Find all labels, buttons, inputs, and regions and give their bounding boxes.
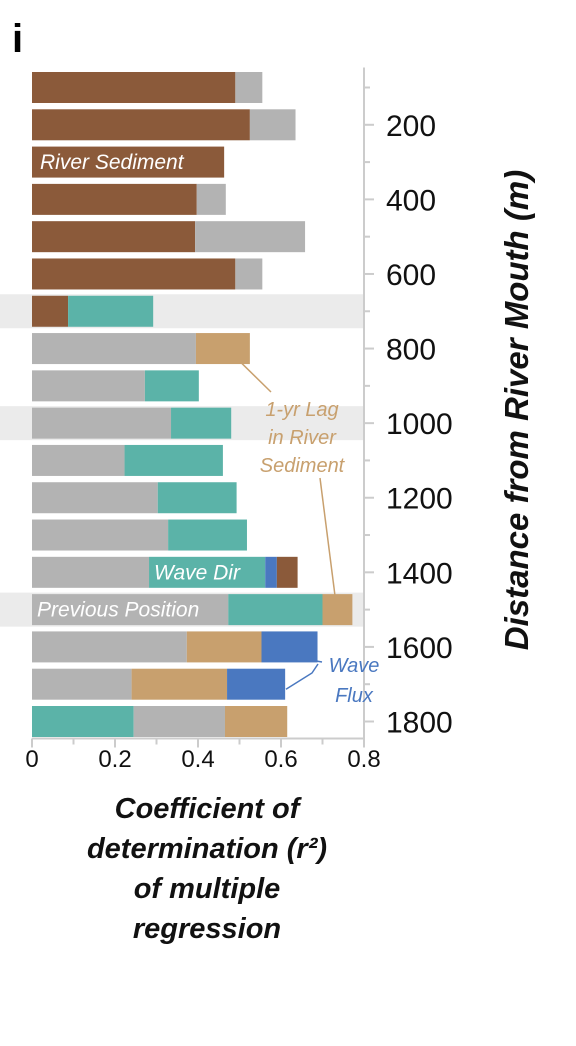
bar-segment-wave-flux [227, 668, 286, 700]
bar-segment-wave-dir [228, 594, 323, 626]
x-tick-label: 0.2 [98, 746, 131, 773]
x-tick-label: 0 [25, 746, 38, 773]
bar-segment-previous-position [32, 631, 187, 663]
bar-segment-previous-position [196, 183, 226, 215]
bar-segment-river-sediment [32, 183, 197, 215]
bar-segment-wave-dir [149, 556, 266, 588]
bar-segment-1-yr-lag-in-river-sediment [195, 333, 250, 365]
bar-segment-river-sediment [32, 72, 236, 103]
bar-400 [32, 183, 226, 215]
bar-segment-wave-dir [168, 519, 247, 551]
bar-segment-1-yr-lag-in-river-sediment [131, 668, 228, 700]
bar-segment-wave-dir [157, 482, 237, 514]
y-axis-title-group: Distance from River Mouth (m) [498, 170, 535, 650]
bar-segment-previous-position [32, 333, 196, 365]
wave-flux-leader-line-2 [285, 663, 319, 690]
x-tick-label: 0.6 [264, 746, 297, 773]
bar-segment-previous-position [32, 482, 158, 514]
bar-segment-wave-flux [265, 556, 277, 588]
bar-1800 [32, 706, 288, 737]
lag-leader-line-2 [319, 477, 336, 596]
bar-segment-1-yr-lag-in-river-sediment [322, 594, 353, 626]
y-tick-label: 1000 [386, 408, 453, 441]
bar-1000 [32, 407, 232, 439]
y-tick-label: 1400 [386, 557, 453, 590]
bar-segment-previous-position [235, 258, 263, 290]
bar-segment-1-yr-lag-in-river-sediment [224, 706, 288, 737]
bar-segment-previous-position [249, 109, 296, 141]
bar-segment-wave-dir [124, 444, 223, 476]
bar-1700 [32, 668, 286, 700]
annotation-wave-flux: Wave Flux [329, 655, 380, 707]
bar-segment-previous-position [32, 519, 169, 551]
bar-segment-previous-position [32, 668, 132, 700]
annotation-wave-dir: Wave Dir [154, 561, 241, 584]
annotation-previous-position: Previous Position [37, 599, 199, 622]
bar-segment-previous-position [133, 706, 225, 737]
bar-segment-wave-dir [144, 370, 199, 402]
y-tick-label: 1600 [386, 632, 453, 665]
y-axis-title: Distance from River Mouth (m) [498, 170, 535, 650]
bar-segment-previous-position [32, 594, 229, 626]
bar-segment-previous-position [32, 407, 172, 439]
y-tick-label: 200 [386, 110, 436, 143]
panel-label: i [12, 17, 23, 61]
bar-segment-river-sediment [32, 258, 236, 290]
bar-segment-previous-position [32, 444, 125, 476]
bar-segment-wave-flux [261, 631, 318, 663]
bar-700 [32, 295, 154, 327]
bar-segment-previous-position [32, 370, 145, 402]
lag-leader-line-1 [240, 362, 272, 393]
bar-1600 [32, 631, 318, 663]
bar-segment-wave-dir [171, 407, 232, 439]
bar-500 [32, 221, 306, 253]
x-axis-title: Coefficient of determination (r²) of multi… [87, 793, 327, 945]
axes: 200 400 600 800 1000 1200 1400 1600 1800 0 0.2 0.4 0… [25, 67, 453, 773]
bar-1200 [32, 482, 237, 514]
bar-segment-river-sediment [32, 221, 196, 253]
bar-800 [32, 333, 250, 365]
bar-segment-previous-position [235, 72, 263, 103]
y-tick-label: 800 [386, 334, 436, 367]
bar-segment-river-sediment [276, 556, 298, 588]
y-tick-label: 400 [386, 184, 436, 217]
wave-flux-leader-line-1 [303, 658, 323, 663]
x-tick-label: 0.4 [181, 746, 214, 773]
bar-100 [32, 72, 263, 103]
bar-900 [32, 370, 199, 402]
y-tick-label: 600 [386, 259, 436, 292]
bar-segment-river-sediment [32, 295, 69, 327]
bar-300 [32, 146, 225, 178]
bars [32, 72, 353, 737]
bar-segment-1-yr-lag-in-river-sediment [186, 631, 262, 663]
bar-segment-wave-dir [32, 706, 134, 737]
y-tick-label: 1200 [386, 483, 453, 516]
bar-1500 [32, 594, 353, 626]
bar-1100 [32, 444, 223, 476]
bar-200 [32, 109, 296, 141]
bar-600 [32, 258, 263, 290]
x-tick-label: 0.8 [347, 746, 380, 773]
annotation-lag: 1-yr Lag in River Sediment [260, 399, 346, 477]
y-tick-label: 1800 [386, 707, 453, 740]
annotations: River Sediment Wave Dir Previous Position 1… [37, 151, 379, 707]
annotation-river-sediment: River Sediment [40, 151, 185, 174]
bar-segment-river-sediment [32, 146, 225, 178]
x-axis-title-group: Coefficient of determination (r²) of multi… [87, 793, 327, 945]
bar-1400 [32, 556, 298, 588]
bar-segment-previous-position [32, 556, 150, 588]
bar-segment-previous-position [195, 221, 306, 253]
bar-segment-river-sediment [32, 109, 250, 141]
bar-segment-wave-dir [68, 295, 154, 327]
bar-1300 [32, 519, 247, 551]
